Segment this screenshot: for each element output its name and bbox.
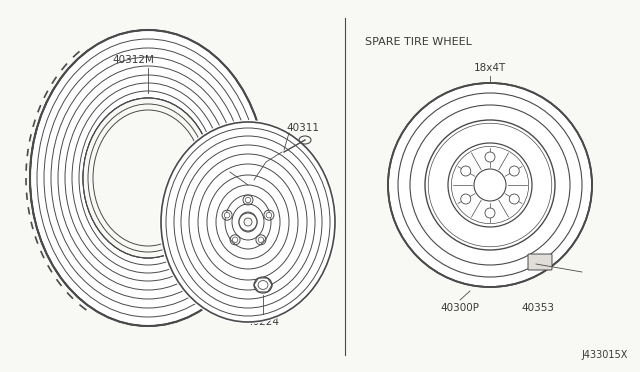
Ellipse shape (485, 152, 495, 162)
Ellipse shape (232, 237, 238, 243)
Ellipse shape (509, 194, 519, 204)
Ellipse shape (258, 237, 264, 243)
Ellipse shape (239, 213, 257, 231)
Text: 40312M: 40312M (112, 55, 154, 65)
Ellipse shape (461, 166, 471, 176)
FancyBboxPatch shape (528, 254, 552, 270)
Text: 40224: 40224 (246, 317, 280, 327)
Ellipse shape (254, 277, 272, 293)
Ellipse shape (244, 218, 252, 226)
Ellipse shape (461, 194, 471, 204)
Text: 40353: 40353 (522, 303, 554, 313)
Ellipse shape (83, 98, 213, 258)
Ellipse shape (30, 30, 266, 326)
Ellipse shape (474, 169, 506, 201)
Ellipse shape (388, 83, 592, 287)
Ellipse shape (225, 212, 230, 218)
Text: 40300P: 40300P (198, 167, 237, 177)
Ellipse shape (485, 208, 495, 218)
Text: 40311: 40311 (286, 123, 319, 133)
Ellipse shape (266, 212, 271, 218)
Ellipse shape (245, 197, 251, 203)
Ellipse shape (509, 166, 519, 176)
Text: SPARE TIRE WHEEL: SPARE TIRE WHEEL (365, 37, 472, 47)
Text: 18x4T: 18x4T (474, 63, 506, 73)
Text: 40300P: 40300P (440, 303, 479, 313)
Text: J433015X: J433015X (582, 350, 628, 360)
Ellipse shape (159, 120, 337, 324)
